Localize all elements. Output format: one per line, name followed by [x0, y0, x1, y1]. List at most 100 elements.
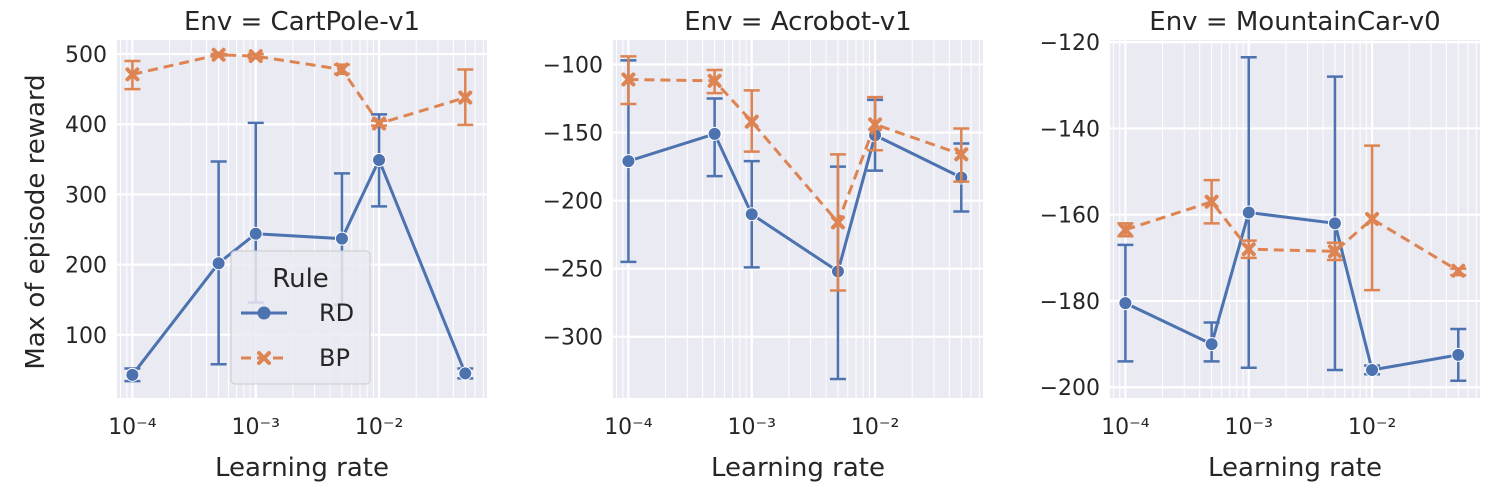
marker-stroke	[125, 67, 140, 82]
legend-label: BP	[319, 344, 350, 372]
y-tick-label: 200	[65, 254, 107, 279]
panel-1: 10⁻⁴ 10⁻³ 10⁻² 100 200 300 400 500 Env = CartPol…	[65, 7, 487, 483]
y-tick-label: −300	[543, 326, 603, 351]
series-line	[1124, 210, 1459, 372]
data-point	[744, 207, 759, 222]
data-point	[1327, 244, 1342, 259]
panel-title: Env = CartPole-v1	[184, 7, 420, 37]
x-tick-label: 10⁻³	[232, 415, 280, 440]
marker-stroke	[372, 116, 387, 131]
marker-stroke	[1327, 244, 1342, 259]
panel-title: Env = MountainCar-v0	[1149, 7, 1440, 37]
data-point	[458, 366, 473, 381]
series-bp	[124, 47, 474, 131]
marker-stroke	[1365, 212, 1380, 226]
data-point	[1365, 362, 1380, 377]
data-point	[334, 231, 349, 246]
marker-stroke	[1204, 194, 1219, 209]
marker-stroke	[830, 215, 845, 230]
x-tick-label: 10⁻³	[728, 415, 776, 440]
x-tick-label: 10⁻²	[1348, 415, 1396, 440]
data-point	[211, 47, 226, 62]
series-bp	[620, 55, 970, 292]
data-point	[372, 116, 387, 131]
data-point	[1365, 212, 1380, 226]
x-tick-label: 10⁻⁴	[1101, 415, 1150, 440]
data-point	[744, 114, 759, 129]
y-tick-label: 500	[65, 43, 107, 68]
x-axis-label: Learning rate	[1208, 453, 1382, 483]
data-point	[1118, 222, 1133, 237]
data-point	[621, 154, 636, 169]
marker-stroke	[621, 72, 636, 87]
data-point	[1241, 242, 1256, 257]
series-line	[132, 53, 466, 126]
legend-marker	[257, 351, 271, 365]
data-point	[830, 215, 845, 230]
marker-stroke	[868, 117, 883, 132]
data-point	[1241, 205, 1256, 220]
series-rd	[1117, 56, 1467, 382]
data-point	[248, 49, 263, 64]
data-point	[1118, 296, 1133, 311]
marker-stroke	[1451, 263, 1466, 278]
data-point	[707, 126, 722, 141]
marker-stroke	[707, 73, 722, 88]
data-point	[954, 147, 969, 162]
figure-ylabel: Max of episode reward	[21, 74, 51, 369]
x-tick-label: 10⁻²	[355, 415, 403, 440]
data-point	[1451, 347, 1466, 362]
data-point	[1327, 216, 1342, 231]
x-axis-label: Learning rate	[215, 453, 389, 483]
data-point	[125, 367, 140, 382]
marker-stroke	[1118, 222, 1133, 237]
y-tick-label: −250	[543, 258, 603, 283]
marker-stroke	[744, 114, 759, 129]
y-tick-label: −160	[1040, 204, 1100, 229]
marker-stroke	[248, 49, 263, 64]
panel-title: Env = Acrobot-v1	[684, 7, 911, 37]
legend-marker	[257, 306, 271, 320]
legend: Rule RD BP	[230, 250, 371, 385]
series-line	[628, 77, 962, 226]
y-tick-label: −200	[1040, 376, 1100, 401]
legend-title: Rule	[272, 264, 329, 294]
data-point	[1204, 337, 1219, 352]
legend-label: RD	[319, 299, 354, 327]
data-point	[372, 153, 387, 168]
x-tick-label: 10⁻⁴	[108, 415, 157, 440]
y-tick-label: −180	[1040, 290, 1100, 315]
legend-item-rd: RD	[241, 299, 354, 327]
data-point	[868, 117, 883, 132]
y-tick-label: −150	[543, 122, 603, 147]
series-bp	[1117, 144, 1467, 292]
data-point	[125, 67, 140, 82]
y-tick-label: 100	[65, 324, 107, 349]
data-point	[334, 62, 349, 77]
y-tick-label: −100	[543, 54, 603, 79]
y-tick-label: −120	[1040, 31, 1100, 56]
x-tick-label: 10⁻³	[1225, 415, 1273, 440]
series-line	[627, 132, 962, 274]
x-tick-label: 10⁻²	[851, 415, 899, 440]
marker-stroke	[1241, 242, 1256, 257]
marker-stroke	[954, 147, 969, 162]
marker-stroke	[458, 90, 473, 105]
data-point	[1451, 263, 1466, 278]
legend-item-bp: BP	[241, 344, 350, 372]
data-point	[211, 256, 226, 271]
marker-stroke	[334, 62, 349, 77]
data-point	[1204, 194, 1219, 209]
plot-area	[613, 40, 983, 398]
data-point	[621, 72, 636, 87]
series-line	[1124, 199, 1460, 273]
series-line	[131, 156, 467, 376]
data-point	[248, 226, 263, 241]
y-tick-label: 300	[65, 183, 107, 208]
marker-stroke	[211, 47, 226, 62]
panel-3: 10⁻⁴ 10⁻³ 10⁻² −200 −180 −160 −140 −120 Env = Mo…	[1040, 7, 1480, 483]
x-axis-label: Learning rate	[711, 453, 885, 483]
data-point	[458, 90, 473, 105]
data-point	[707, 73, 722, 88]
